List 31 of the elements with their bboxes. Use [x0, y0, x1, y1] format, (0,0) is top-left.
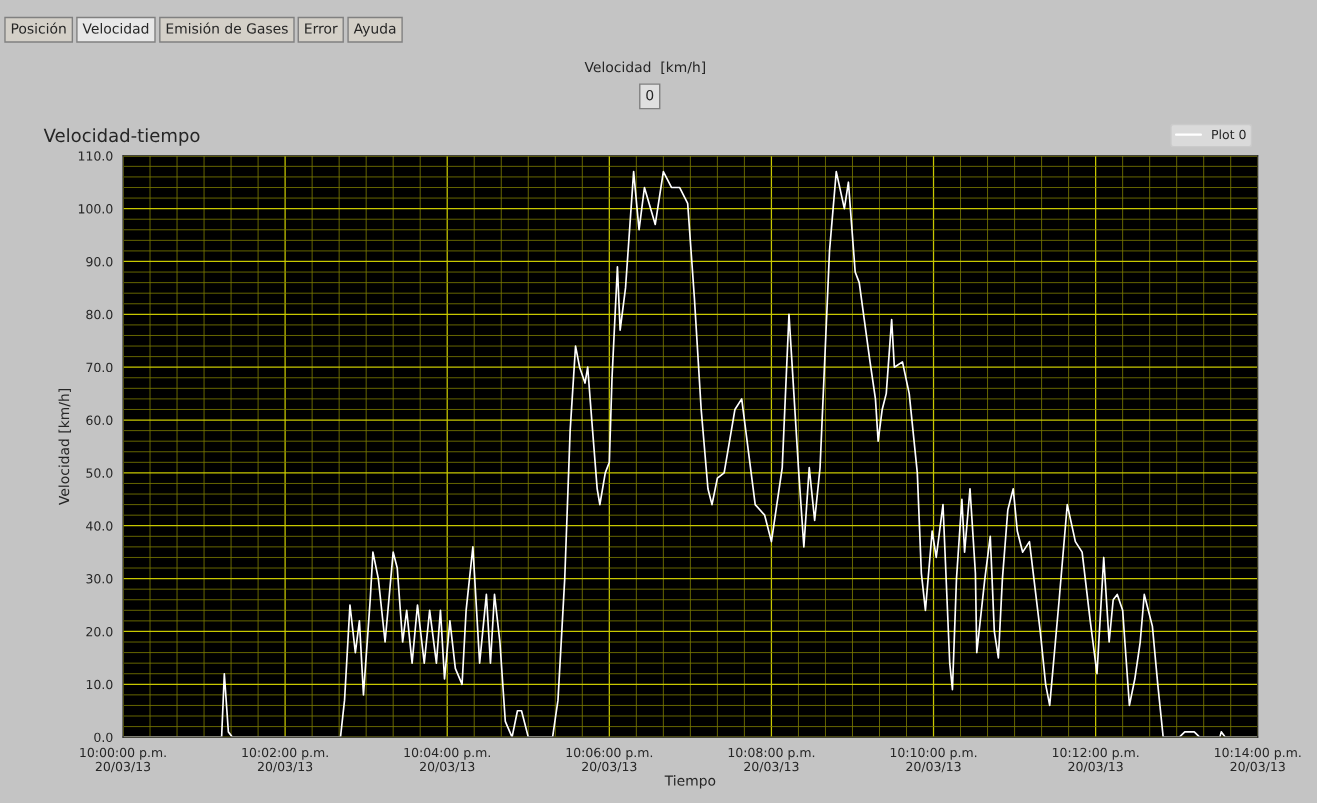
chart-title: Velocidad-tiempo	[43, 128, 200, 146]
x-tick-label: 10:04:00 p.m. 20/03/13	[404, 747, 490, 773]
y-tick-label: 60.0	[86, 415, 113, 425]
text: Velocidad [km/h]	[584, 61, 705, 74]
y-tick-label: 110.0	[78, 151, 113, 161]
text: 0	[646, 89, 654, 101]
y-axis-title: Velocidad [km/h]	[58, 389, 71, 505]
x-tick-label: 10:12:00 p.m. 20/03/13	[1052, 747, 1139, 773]
x-axis-title: Tiempo	[664, 775, 716, 789]
y-tick-label: 90.0	[86, 256, 113, 267]
text: Error	[305, 23, 338, 34]
y-tick-label: 30.0	[86, 574, 113, 584]
x-tick-label: 10:08:00 p.m. 20/03/13	[728, 747, 815, 773]
text: Ayuda	[353, 22, 396, 37]
y-tick-label: 80.0	[86, 309, 113, 320]
y-tick-label: 50.0	[86, 468, 113, 478]
y-tick-label: 0.0	[94, 732, 113, 743]
text: Posición	[11, 22, 66, 34]
x-tick-label: 10:14:00 p.m. 20/03/13	[1215, 747, 1301, 773]
text: Velocidad	[82, 22, 149, 34]
y-tick-label: 10.0	[86, 679, 113, 690]
y-tick-label: 20.0	[86, 626, 113, 637]
x-tick-label: 10:06:00 p.m. 20/03/13	[566, 747, 653, 773]
legend-label: Plot 0	[1212, 129, 1246, 140]
x-tick-label: 10:10:00 p.m. 20/03/13	[890, 747, 977, 773]
y-tick-label: 40.0	[86, 521, 113, 531]
x-tick-label: 10:02:00 p.m. 20/03/13	[242, 747, 328, 773]
text: Emisión de Gases	[166, 22, 288, 34]
y-tick-label: 100.0	[78, 204, 113, 214]
y-tick-label: 70.0	[86, 362, 113, 373]
x-tick-label: 10:00:00 p.m. 20/03/13	[80, 747, 166, 773]
